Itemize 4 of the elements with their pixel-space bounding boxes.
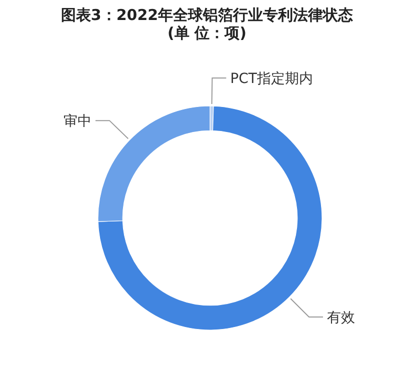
slice-label: PCT指定期内: [230, 71, 313, 88]
chart-title: 图表3：2022年全球铝箔行业专利法律状态(单 位：项): [60, 6, 354, 42]
slice-label: 审中: [63, 114, 92, 130]
slice-label: 有效: [326, 310, 355, 326]
